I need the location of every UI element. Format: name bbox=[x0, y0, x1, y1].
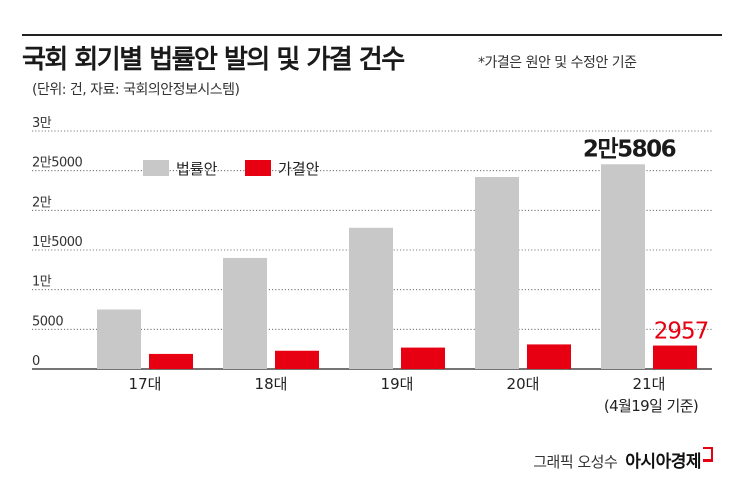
x-tick-label: 21대 bbox=[633, 375, 666, 393]
y-tick-label: 2만5000 bbox=[32, 156, 83, 171]
y-tick-label: 5000 bbox=[32, 314, 63, 329]
unit-source-label: (단위: 건, 자료: 국회의안정보시스템) bbox=[32, 82, 240, 98]
graphic-credit: 그래픽 오성수 bbox=[533, 453, 618, 471]
legend-label-proposed: 법률안 bbox=[176, 160, 218, 178]
bar-passed bbox=[527, 344, 571, 369]
data-label-passed: 2957 bbox=[654, 319, 709, 345]
legend-swatch-passed bbox=[245, 160, 271, 176]
x-tick-sublabel: (4월19일 기준) bbox=[604, 397, 698, 415]
brand-mark-icon bbox=[703, 447, 713, 462]
x-tick-label: 17대 bbox=[129, 375, 162, 393]
bar-passed bbox=[275, 350, 319, 369]
bar-proposed bbox=[475, 177, 519, 369]
y-tick-label: 1만5000 bbox=[32, 235, 83, 250]
brand-logo: 아시아경제 bbox=[625, 452, 701, 472]
y-tick-label: 3만 bbox=[32, 116, 52, 131]
chart-title: 국회 회기별 법률안 발의 및 가결 건수 bbox=[22, 45, 405, 75]
y-tick-label: 2만 bbox=[32, 195, 52, 210]
y-tick-label: 1만 bbox=[32, 275, 52, 290]
x-tick-label: 19대 bbox=[381, 375, 414, 393]
y-tick-label: 0 bbox=[32, 354, 40, 369]
bar-proposed bbox=[223, 257, 267, 369]
bar-proposed bbox=[349, 227, 393, 369]
x-tick-label: 18대 bbox=[255, 375, 288, 393]
data-label-proposed: 2만5806 bbox=[583, 136, 676, 162]
credit: 그래픽 오성수 아시아경제 bbox=[533, 447, 713, 472]
title-rule bbox=[22, 34, 722, 36]
bar-passed bbox=[149, 353, 193, 369]
bar-passed bbox=[653, 345, 697, 369]
x-tick-label: 20대 bbox=[507, 375, 540, 393]
legend-swatch-proposed bbox=[143, 160, 169, 176]
chart-note: *가결은 원안 및 수정안 기준 bbox=[478, 55, 637, 71]
legend-label-passed: 가결안 bbox=[278, 160, 320, 178]
bar-proposed bbox=[97, 309, 141, 369]
bar-passed bbox=[401, 347, 445, 369]
bar-proposed bbox=[601, 164, 645, 369]
